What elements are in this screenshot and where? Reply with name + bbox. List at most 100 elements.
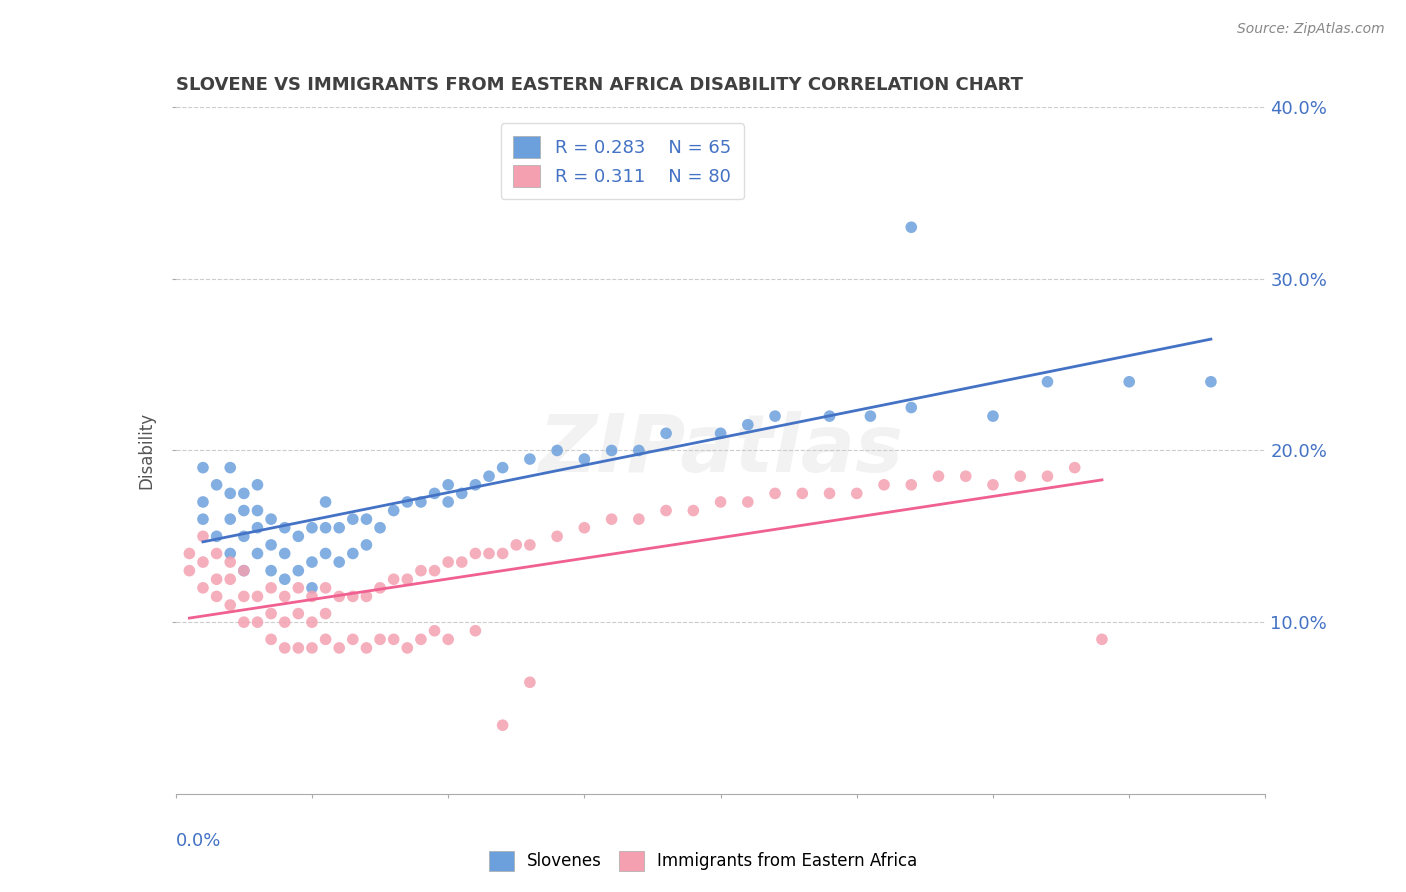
Point: [342, 632, 364, 647]
Point: [981, 478, 1004, 492]
Point: [1091, 632, 1114, 647]
Point: [859, 409, 882, 423]
Point: [246, 521, 269, 535]
Point: [1036, 469, 1059, 483]
Point: [260, 632, 283, 647]
Point: [328, 521, 350, 535]
Point: [928, 469, 950, 483]
Point: [368, 632, 391, 647]
Point: [232, 503, 254, 517]
Point: [409, 495, 432, 509]
Point: [955, 469, 977, 483]
Point: [437, 555, 460, 569]
Point: [437, 632, 460, 647]
Point: [328, 555, 350, 569]
Point: [1036, 375, 1059, 389]
Point: [191, 495, 214, 509]
Point: [287, 529, 309, 543]
Point: [382, 572, 405, 586]
Point: [260, 581, 283, 595]
Point: [287, 564, 309, 578]
Point: [981, 409, 1004, 423]
Point: [219, 460, 242, 475]
Point: [409, 632, 432, 647]
Point: [873, 478, 896, 492]
Point: [382, 632, 405, 647]
Point: [737, 417, 759, 432]
Point: [191, 529, 214, 543]
Text: ZIPatlas: ZIPatlas: [538, 411, 903, 490]
Point: [315, 521, 337, 535]
Point: [519, 452, 541, 467]
Point: [287, 607, 309, 621]
Point: [328, 590, 350, 604]
Point: [710, 426, 733, 441]
Point: [342, 512, 364, 526]
Point: [737, 495, 759, 509]
Point: [219, 546, 242, 561]
Point: [205, 529, 228, 543]
Point: [260, 607, 283, 621]
Point: [301, 555, 323, 569]
Text: SLOVENE VS IMMIGRANTS FROM EASTERN AFRICA DISABILITY CORRELATION CHART: SLOVENE VS IMMIGRANTS FROM EASTERN AFRIC…: [176, 77, 1022, 95]
Point: [191, 460, 214, 475]
Point: [260, 512, 283, 526]
Point: [342, 546, 364, 561]
Point: [301, 640, 323, 655]
Point: [274, 546, 297, 561]
Point: [1010, 469, 1032, 483]
Point: [246, 503, 269, 517]
Point: [274, 615, 297, 630]
Point: [763, 486, 786, 500]
Point: [356, 512, 378, 526]
Point: [627, 443, 650, 458]
Point: [205, 478, 228, 492]
Point: [478, 469, 501, 483]
Point: [437, 495, 460, 509]
Point: [900, 220, 922, 235]
Point: [232, 486, 254, 500]
Point: [232, 529, 254, 543]
Point: [274, 572, 297, 586]
Point: [655, 503, 678, 517]
Point: [382, 503, 405, 517]
Point: [546, 443, 568, 458]
Point: [179, 546, 201, 561]
Point: [900, 478, 922, 492]
Point: [179, 564, 201, 578]
Point: [600, 443, 623, 458]
Point: [437, 478, 460, 492]
Point: [232, 615, 254, 630]
Point: [219, 555, 242, 569]
Point: [450, 555, 472, 569]
Point: [232, 590, 254, 604]
Point: [818, 409, 841, 423]
Point: [315, 581, 337, 595]
Point: [205, 546, 228, 561]
Point: [478, 546, 501, 561]
Point: [464, 624, 486, 638]
Y-axis label: Disability: Disability: [138, 412, 156, 489]
Point: [655, 426, 678, 441]
Legend: R = 0.283    N = 65, R = 0.311    N = 80: R = 0.283 N = 65, R = 0.311 N = 80: [501, 123, 744, 200]
Point: [519, 538, 541, 552]
Point: [1199, 375, 1222, 389]
Point: [356, 640, 378, 655]
Point: [423, 624, 446, 638]
Point: [818, 486, 841, 500]
Point: [205, 572, 228, 586]
Point: [1063, 460, 1085, 475]
Text: 0.0%: 0.0%: [176, 831, 221, 850]
Point: [356, 538, 378, 552]
Point: [232, 564, 254, 578]
Point: [505, 538, 527, 552]
Point: [191, 512, 214, 526]
Point: [342, 590, 364, 604]
Point: [315, 546, 337, 561]
Point: [423, 486, 446, 500]
Point: [246, 615, 269, 630]
Point: [600, 512, 623, 526]
Point: [232, 564, 254, 578]
Point: [260, 538, 283, 552]
Point: [574, 452, 596, 467]
